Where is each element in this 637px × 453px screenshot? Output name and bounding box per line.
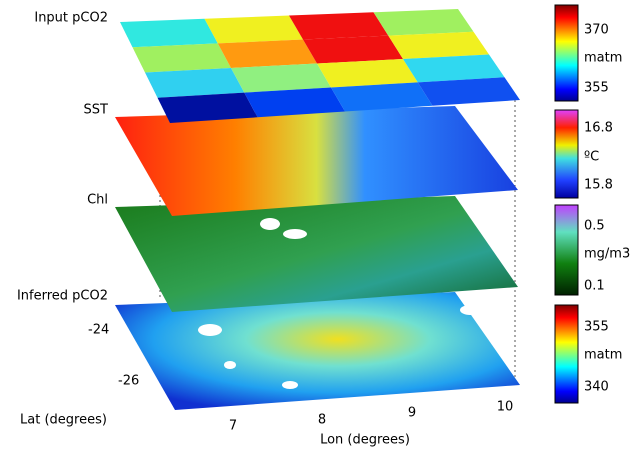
white-patches <box>198 218 480 389</box>
grid-cell <box>373 9 474 36</box>
grid-cell <box>217 39 317 68</box>
grid-cell <box>231 63 331 93</box>
grid-cell <box>289 12 389 40</box>
lon-tick: 7 <box>229 419 237 434</box>
grid-cell <box>303 35 403 64</box>
grid-cell <box>145 68 245 98</box>
grid-cell <box>204 15 303 44</box>
lon-tick: 10 <box>497 400 514 415</box>
colorbar <box>554 304 579 404</box>
grid-cell <box>417 77 520 106</box>
colorbar <box>554 4 579 102</box>
grid-cell <box>157 92 258 123</box>
colorbar-tick: mg/m3 <box>584 247 630 262</box>
colorbar <box>554 109 579 199</box>
colorbar-tick: ºC <box>584 150 599 165</box>
grid-cell <box>403 54 505 83</box>
lon-label: Lon (degrees) <box>320 433 410 448</box>
colorbar-tick: 355 <box>584 320 609 335</box>
colorbar-tick: 15.8 <box>584 178 613 193</box>
colorbar-tick: 340 <box>584 380 609 395</box>
grid-cell <box>120 18 218 48</box>
colorbar <box>554 204 579 296</box>
layer-label: Input pCO2 <box>34 11 108 26</box>
grid-cell <box>317 59 418 88</box>
layer-label: Inferred pCO2 <box>17 289 108 304</box>
colorbar-tick: matm <box>584 348 622 363</box>
lon-tick: 8 <box>318 413 326 428</box>
colorbar-tick: 370 <box>584 23 609 38</box>
lat-tick: -26 <box>118 374 139 389</box>
colorbar-tick: 0.5 <box>584 219 605 234</box>
colorbar-tick: 355 <box>584 81 609 96</box>
layer-label: Chl <box>87 193 108 208</box>
grid-cell <box>388 31 489 59</box>
lat-tick: -24 <box>88 323 109 338</box>
grid-cell <box>244 87 345 118</box>
grid-cell <box>132 43 231 73</box>
grid-cell <box>331 82 433 112</box>
lat-label: Lat (degrees) <box>20 413 107 428</box>
sst-layer <box>115 106 518 216</box>
layer-label: SST <box>84 103 109 118</box>
lon-tick: 9 <box>408 406 416 421</box>
colorbar-tick: matm <box>584 51 622 66</box>
input-grid <box>120 9 520 123</box>
chl-layer <box>115 196 518 312</box>
colorbar-tick: 16.8 <box>584 121 613 136</box>
inferred-layer <box>115 292 520 410</box>
colorbar-tick: 0.1 <box>584 279 605 294</box>
